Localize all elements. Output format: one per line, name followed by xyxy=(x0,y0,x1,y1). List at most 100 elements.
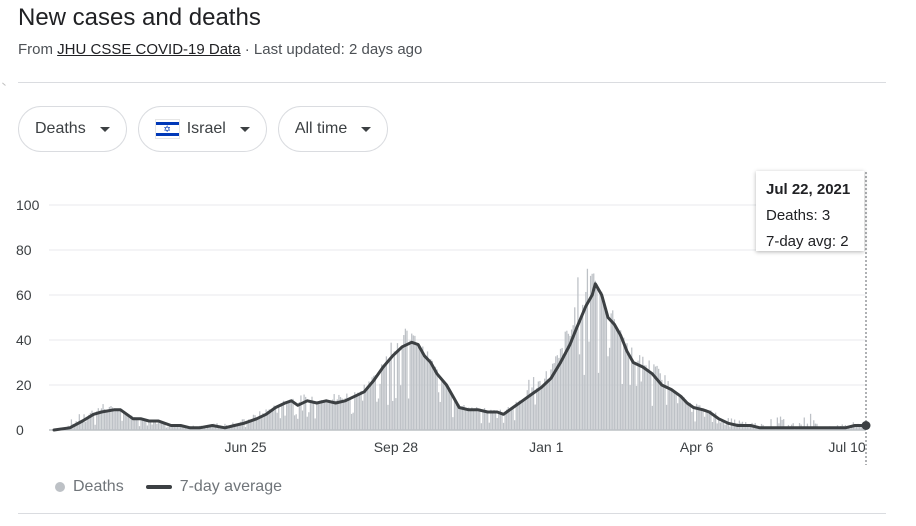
metric-dropdown[interactable]: Deaths xyxy=(18,106,127,152)
deaths-bar xyxy=(262,413,264,430)
deaths-bar xyxy=(433,367,435,430)
deaths-bar xyxy=(100,408,103,430)
deaths-bar xyxy=(575,328,577,430)
deaths-bar xyxy=(683,397,685,430)
y-tick-label-80: 80 xyxy=(16,242,32,258)
deaths-bar xyxy=(645,365,647,430)
deaths-bar xyxy=(490,409,492,430)
deaths-bar xyxy=(708,411,710,430)
deaths-bar xyxy=(175,424,177,430)
deaths-bar xyxy=(656,365,658,430)
deaths-bar xyxy=(73,424,76,430)
deaths-bar xyxy=(214,425,217,430)
deaths-bar xyxy=(564,331,566,430)
deaths-bar xyxy=(566,330,568,430)
deaths-bar xyxy=(665,404,668,430)
hover-point xyxy=(861,421,871,430)
deaths-bar xyxy=(847,428,850,430)
deaths-bar xyxy=(398,349,400,430)
deaths-bar xyxy=(146,425,149,430)
y-tick-label-20: 20 xyxy=(16,377,32,393)
range-dropdown[interactable]: All time xyxy=(277,106,389,152)
deaths-bar xyxy=(278,405,280,430)
deaths-bar xyxy=(236,424,239,430)
deaths-bar xyxy=(735,424,737,430)
deaths-bar xyxy=(172,424,174,430)
deaths-bar xyxy=(569,335,571,430)
source-link[interactable]: JHU CSSE COVID-19 Data xyxy=(57,41,241,58)
deaths-bar xyxy=(393,351,395,430)
deaths-bar xyxy=(284,415,286,430)
deaths-bar xyxy=(724,424,726,430)
deaths-bar xyxy=(513,420,516,430)
deaths-chart[interactable]: 0 20 40 60 80 100 Jun 25 Sep 28 Jan 1 Apr 6 Jul 10 xyxy=(0,160,916,470)
deaths-bar xyxy=(696,403,698,430)
deaths-bar xyxy=(148,420,150,430)
deaths-bar xyxy=(260,415,262,430)
deaths-bar xyxy=(119,410,122,430)
deaths-bar xyxy=(491,411,494,430)
deaths-bar xyxy=(265,409,267,430)
deaths-bar xyxy=(860,424,862,430)
deaths-bar xyxy=(309,400,312,430)
deaths-bar xyxy=(563,355,565,430)
deaths-bar xyxy=(487,411,489,430)
deaths-bar xyxy=(450,393,452,430)
deaths-bar xyxy=(411,333,413,430)
deaths-bar xyxy=(471,407,473,430)
deaths-bar xyxy=(376,401,378,430)
deaths-bar xyxy=(259,411,261,430)
deaths-bar xyxy=(145,420,147,430)
deaths-bar xyxy=(322,401,324,430)
deaths-bar xyxy=(703,416,706,430)
deaths-bar xyxy=(507,407,509,430)
hover-marker xyxy=(861,172,871,465)
deaths-bar xyxy=(336,399,338,430)
deaths-bar xyxy=(254,415,256,430)
deaths-bar xyxy=(115,409,117,430)
deaths-bar xyxy=(110,406,112,430)
deaths-bar xyxy=(604,304,606,430)
deaths-bar xyxy=(506,409,508,430)
deaths-bar xyxy=(805,428,807,430)
deaths-bar xyxy=(270,410,272,430)
legend-average-swatch xyxy=(145,485,172,489)
deaths-bar xyxy=(324,401,326,430)
deaths-bar xyxy=(137,418,139,430)
deaths-bar xyxy=(608,347,611,430)
deaths-bar xyxy=(425,356,427,430)
deaths-bar xyxy=(390,342,392,430)
deaths-bar xyxy=(181,425,183,430)
deaths-bar xyxy=(859,425,861,430)
deaths-bar xyxy=(716,423,718,430)
deaths-bar xyxy=(281,403,283,430)
corner-mark xyxy=(0,82,6,91)
deaths-bar xyxy=(654,366,657,430)
country-dropdown[interactable]: ✡ Israel xyxy=(137,106,267,152)
axis-labels: 0 20 40 60 80 100 Jun 25 Sep 28 Jan 1 Apr 6 Jul 10 xyxy=(16,197,866,455)
deaths-bar xyxy=(430,359,432,430)
deaths-bar xyxy=(279,418,281,430)
deaths-bar xyxy=(436,369,438,430)
deaths-bar xyxy=(328,401,331,430)
deaths-bar xyxy=(349,398,351,430)
deaths-bar xyxy=(460,406,462,430)
deaths-bar xyxy=(678,395,680,430)
deaths-bar xyxy=(384,363,386,430)
deaths-bar xyxy=(116,409,118,430)
deaths-bar xyxy=(374,375,376,430)
country-label: Israel xyxy=(186,120,226,137)
deaths-bar xyxy=(77,422,79,430)
deaths-bar xyxy=(637,360,639,430)
deaths-bar xyxy=(303,394,305,430)
tooltip-date: Jul 22, 2021 xyxy=(766,181,851,198)
deaths-bar xyxy=(680,395,682,430)
deaths-bar xyxy=(855,424,858,430)
deaths-bar xyxy=(623,337,625,430)
deaths-bar xyxy=(631,347,633,430)
deaths-bar xyxy=(263,414,266,430)
deaths-bar xyxy=(156,423,158,430)
deaths-bar xyxy=(743,426,745,430)
deaths-bar xyxy=(111,407,114,430)
deaths-bar xyxy=(574,307,576,430)
